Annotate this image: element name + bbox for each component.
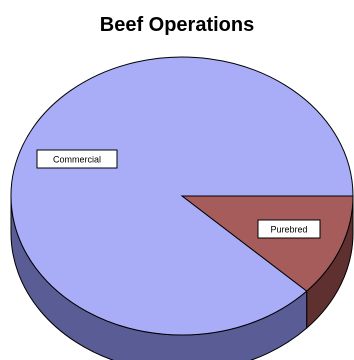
slice-label-purebred: Purebred bbox=[257, 219, 321, 239]
pie-top-faces bbox=[10, 56, 354, 336]
chart-title: Beef Operations bbox=[99, 14, 255, 36]
pie-slice-commercial bbox=[10, 56, 354, 336]
slice-label-commercial: Commercial bbox=[36, 149, 118, 169]
pie-slice-labels: Commercial Purebred bbox=[36, 149, 321, 239]
svg-text:Commercial: Commercial bbox=[53, 155, 101, 165]
svg-text:Purebred: Purebred bbox=[270, 225, 307, 235]
